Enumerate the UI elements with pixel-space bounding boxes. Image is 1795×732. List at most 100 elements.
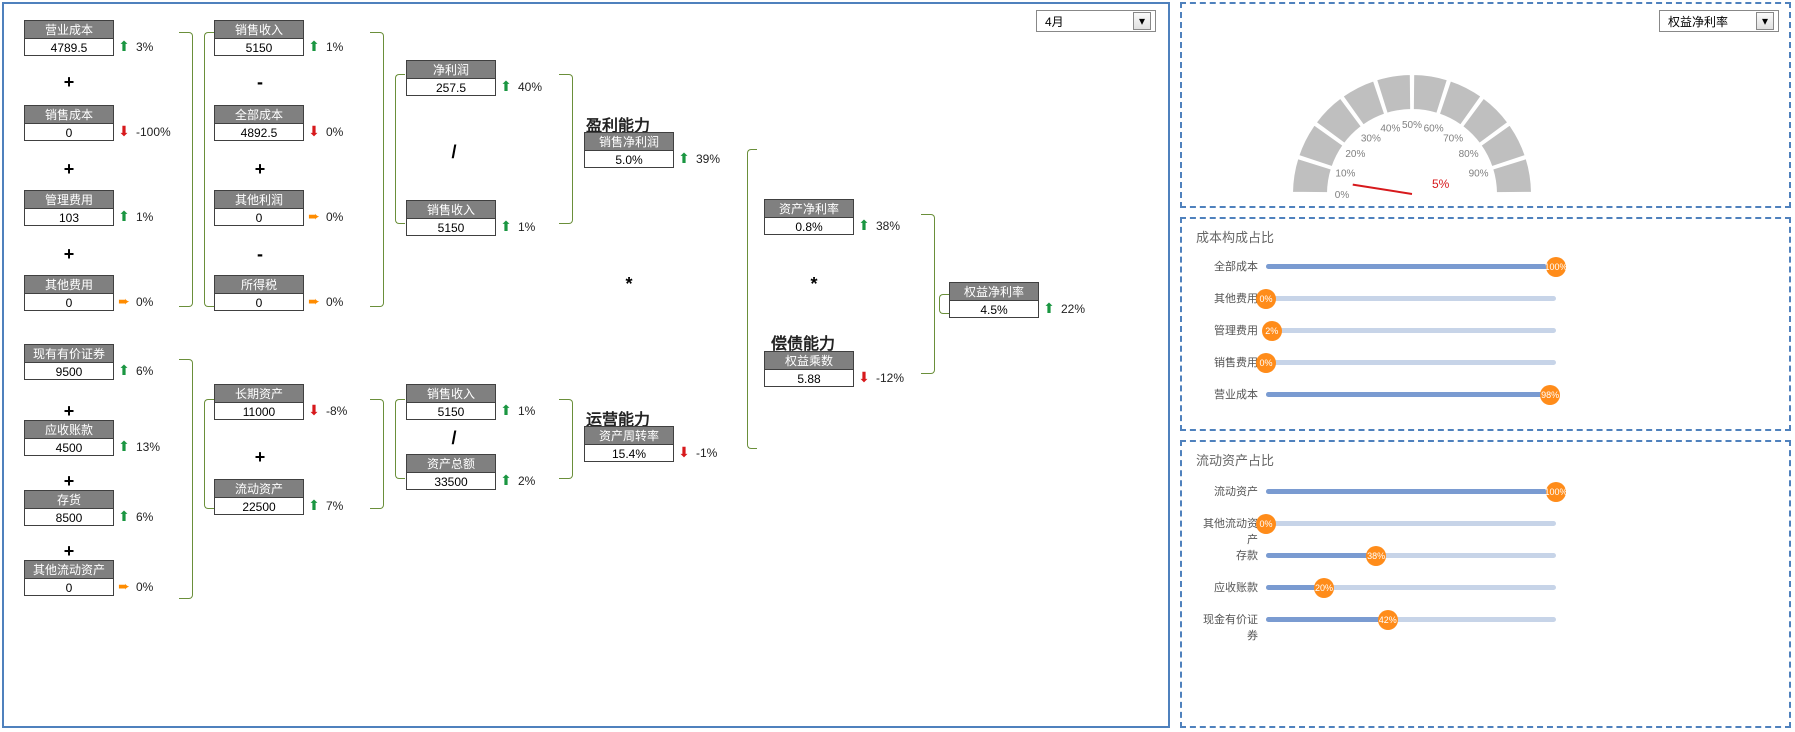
metric-m5: 销售收入5150 (214, 20, 304, 56)
metric-value: 15.4% (584, 444, 674, 462)
metric-value: 22500 (214, 497, 304, 515)
gauge-dropdown[interactable]: 权益净利率 ▾ (1659, 10, 1779, 32)
arrow-up-icon: ⬆ (498, 402, 514, 418)
arrow-up-icon: ⬆ (116, 208, 132, 224)
bar-row: 应收账款 20% (1196, 580, 1576, 596)
metric-label: 销售收入 (214, 20, 304, 38)
metric-m2: 销售成本0 (24, 105, 114, 141)
bar-label: 营业成本 (1196, 387, 1258, 403)
metric-pct: 3% (136, 40, 186, 54)
op-minus: - (250, 244, 270, 265)
bracket (179, 359, 193, 599)
metric-pct: -12% (876, 371, 926, 385)
gauge-tick-label: 10% (1335, 168, 1355, 179)
metric-m4: 其他费用0 (24, 275, 114, 311)
metric-m9: 净利润257.5 (406, 60, 496, 96)
gauge-tick-label: 40% (1380, 123, 1400, 134)
arrow-up-icon: ⬆ (116, 362, 132, 378)
metric-m11: 销售净利润5.0% (584, 132, 674, 168)
cost-chart-title: 成本构成占比 (1196, 227, 1274, 246)
bar-dot: 20% (1314, 578, 1334, 598)
bracket (204, 399, 214, 509)
metric-m10: 销售收入5150 (406, 200, 496, 236)
bar-dot: 98% (1540, 385, 1560, 405)
metric-pct: -1% (696, 446, 746, 460)
metric-label: 净利润 (406, 60, 496, 78)
metric-m7: 其他利润0 (214, 190, 304, 226)
metric-m21: 资产净利率0.8% (764, 199, 854, 235)
month-dropdown[interactable]: 4月 ▾ (1036, 10, 1156, 32)
gauge-tick-label: 0% (1335, 190, 1350, 201)
bar-dot: 100% (1546, 257, 1566, 277)
metric-m20: 资产周转率15.4% (584, 426, 674, 462)
metric-value: 257.5 (406, 78, 496, 96)
op-plus: + (59, 471, 79, 492)
metric-value: 103 (24, 208, 114, 226)
bracket (395, 74, 405, 224)
metric-pct: 7% (326, 499, 376, 513)
op-plus: + (59, 72, 79, 93)
metric-label: 现有有价证券 (24, 344, 114, 362)
bracket (747, 149, 757, 449)
bar-row: 流动资产100% (1196, 484, 1576, 500)
metric-m1: 营业成本4789.5 (24, 20, 114, 56)
arrow-up-icon: ⬆ (306, 38, 322, 54)
arrow-flat-icon: ➨ (116, 293, 132, 309)
metric-pct: 0% (326, 295, 376, 309)
gauge-tick-label: 50% (1402, 120, 1422, 131)
metric-pct: 0% (136, 580, 186, 594)
bar-track (1266, 360, 1556, 365)
bar-dot: 38% (1366, 546, 1386, 566)
metric-pct: 1% (518, 404, 568, 418)
bar-row: 全部成本 100% (1196, 259, 1576, 275)
metric-value: 5150 (214, 38, 304, 56)
bar-row: 存款38% (1196, 548, 1576, 564)
op-div: / (444, 428, 464, 449)
metric-label: 全部成本 (214, 105, 304, 123)
bracket (939, 294, 949, 314)
liquidity-chart-panel: 流动资产占比 流动资产100%其他流动资产0%存款38%应收账款20%现金有价证… (1180, 440, 1791, 728)
gauge-value-label: 5% (1432, 177, 1450, 191)
metric-label: 其他流动资产 (24, 560, 114, 578)
metric-value: 5.88 (764, 369, 854, 387)
metric-label: 所得税 (214, 275, 304, 293)
bracket (921, 214, 935, 374)
bar-label: 现金有价证券 (1196, 612, 1258, 644)
arrow-up-icon: ⬆ (498, 218, 514, 234)
bar-label: 全部成本 (1196, 259, 1258, 275)
metric-value: 9500 (24, 362, 114, 380)
arrow-down-icon: ⬇ (306, 402, 322, 418)
metric-label: 管理费用 (24, 190, 114, 208)
op-plus: + (59, 401, 79, 422)
metric-pct: 0% (326, 125, 376, 139)
metric-label: 资产总额 (406, 454, 496, 472)
bracket (395, 399, 405, 479)
metric-label: 流动资产 (214, 479, 304, 497)
gauge-tick-label: 80% (1459, 149, 1479, 160)
gauge-chart: 0%10%20%30%40%50%60%70%80%90%5% (1242, 34, 1582, 204)
bracket (179, 32, 193, 307)
metric-pct: 13% (136, 440, 186, 454)
chevron-down-icon: ▾ (1133, 12, 1151, 30)
metric-label: 权益净利率 (949, 282, 1039, 300)
metric-pct: 6% (136, 510, 186, 524)
gauge-panel: 权益净利率 ▾ 0%10%20%30%40%50%60%70%80%90%5% (1180, 2, 1791, 208)
gauge-tick-label: 60% (1424, 123, 1444, 134)
bar-fill (1266, 617, 1388, 622)
gauge-tick-label: 20% (1345, 149, 1365, 160)
metric-value: 5.0% (584, 150, 674, 168)
metric-value: 4500 (24, 438, 114, 456)
arrow-up-icon: ⬆ (1041, 300, 1057, 316)
metric-value: 0.8% (764, 217, 854, 235)
arrow-down-icon: ⬇ (676, 444, 692, 460)
bar-label: 应收账款 (1196, 580, 1258, 596)
metric-label: 长期资产 (214, 384, 304, 402)
metric-value: 0 (214, 208, 304, 226)
metric-value: 11000 (214, 402, 304, 420)
arrow-up-icon: ⬆ (116, 438, 132, 454)
arrow-flat-icon: ➨ (306, 293, 322, 309)
op-plus: + (59, 244, 79, 265)
metric-label: 资产净利率 (764, 199, 854, 217)
bar-track (1266, 296, 1556, 301)
bar-fill (1266, 264, 1556, 269)
